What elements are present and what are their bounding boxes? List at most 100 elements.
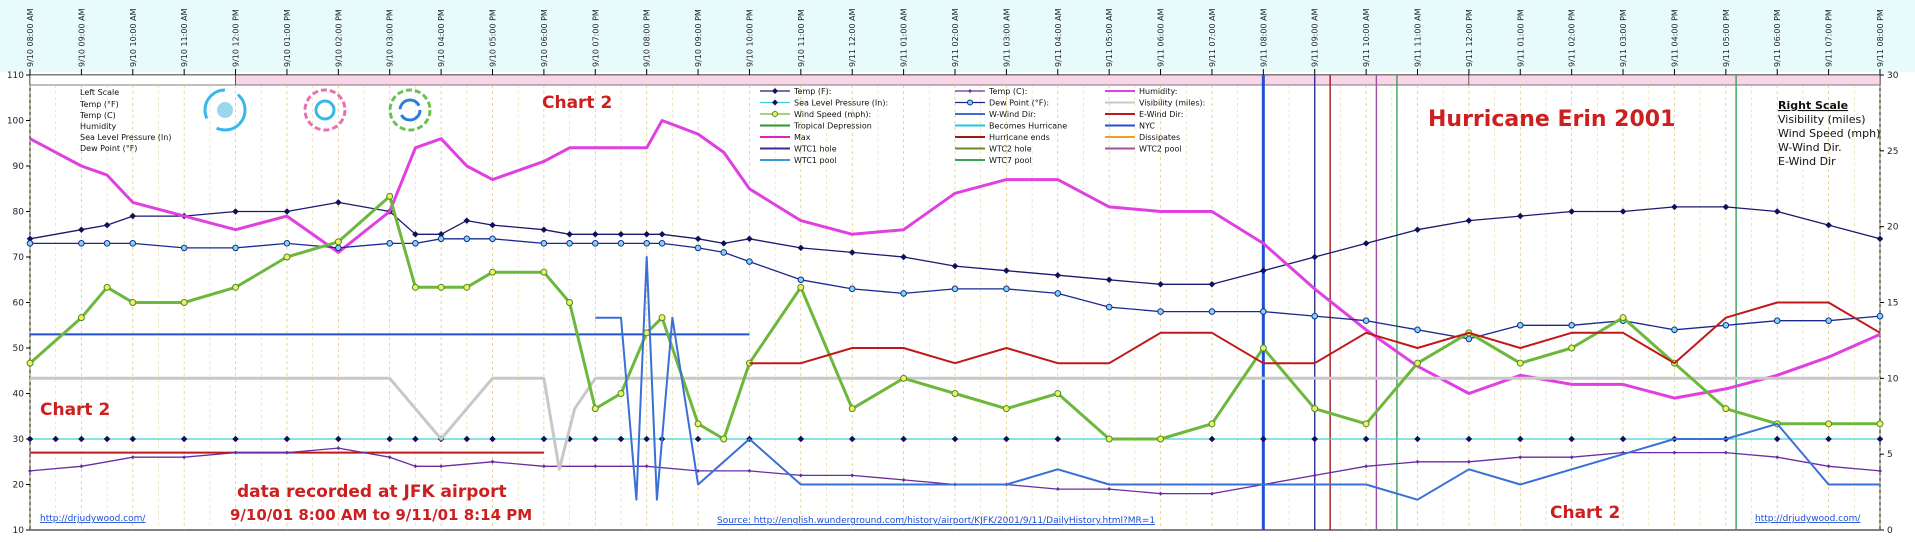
author-link-left[interactable]: http://drjudywood.com/ [40,514,146,524]
data-point [103,283,111,291]
data-point [1003,285,1010,293]
x-tick-label: 9/10 05:00 PM [489,9,498,67]
data-point [540,240,548,247]
legend-label: WTC2 hole [989,145,1032,154]
data-point [1723,450,1728,455]
x-tick-label: 9/11 07:00 AM [1208,8,1217,67]
data-point [900,253,907,261]
data-point [1362,317,1370,325]
y-tick-label-right: 20 [1887,223,1899,233]
data-point [489,221,496,229]
data-point [848,249,856,256]
x-tick-label: 9/10 08:00 PM [643,9,652,67]
data-point [1208,308,1216,315]
x-tick-label: 9/11 12:00 PM [1465,9,1474,67]
legend-label: Humidity: [1139,87,1177,96]
right-scale-box: Right Scale Visibility (miles) Wind Spee… [1778,99,1880,168]
data-point [541,464,546,469]
data-point [386,192,394,200]
legend-label: Tropical Depression [793,122,872,131]
data-point [78,226,85,234]
data-point [1259,344,1267,352]
series-line [749,301,1881,365]
author-link-right[interactable]: http://drjudywood.com/ [1755,514,1861,524]
hurricane-icon [388,88,432,132]
legend-label: WTC1 hole [794,145,837,154]
note-line1: data recorded at JFK airport [237,482,507,502]
data-point [78,240,85,247]
data-point [658,240,666,247]
y-tick-label-left: 90 [13,162,25,172]
right-scale-item: Wind Speed (mph) [1778,127,1880,140]
y-tick-label-left: 20 [13,481,25,491]
hurricane-icon [203,88,247,132]
data-point [463,217,471,224]
data-point [182,455,187,460]
data-point [643,435,651,443]
data-point [412,230,419,238]
x-tick-label: 9/10 07:00 PM [591,9,600,67]
x-tick-label: 9/10 09:00 PM [694,9,703,67]
data-point [103,240,111,247]
x-tick-label: 9/11 02:00 PM [1568,9,1577,67]
data-point [848,435,856,443]
data-point [617,230,625,238]
series-line [29,194,1880,441]
data-point [848,405,856,413]
legend-marker [968,89,972,93]
data-point [1414,226,1421,234]
legend-label: NYC [1139,122,1155,131]
data-point [129,240,137,247]
data-point [720,435,728,443]
legend-label: Temp (F): [793,87,831,96]
y-tick-label-left: 30 [13,435,25,445]
data-point [283,253,291,261]
data-point [1516,321,1524,329]
y-ticks-left: 10 20 30 40 50 60 70 80 90 100 110 [7,71,30,536]
data-point [658,314,666,322]
data-point [1465,217,1473,224]
right-scale-item: W-Wind Dir. [1778,141,1842,154]
x-tick-label: 9/11 06:00 PM [1773,9,1782,67]
data-point [1003,435,1010,443]
legend-label: Max [794,133,811,142]
data-point [334,199,342,206]
data-point [28,468,32,473]
x-tick-label: 9/11 08:00 PM [1876,9,1885,67]
data-point [1259,267,1267,275]
y-tick-label-right: 30 [1887,71,1899,81]
data-point [540,435,548,443]
left-scale-item: Sea Level Pressure (In) [80,133,171,142]
data-point [79,464,84,469]
data-point [1671,203,1678,211]
data-point [951,390,959,397]
source-link[interactable]: Source: http://english.wunderground.com/… [717,516,1155,526]
data-point [951,285,959,293]
data-point [130,455,135,460]
data-point [1671,326,1678,334]
x-tick-label: 9/11 01:00 PM [1516,9,1525,67]
data-point [900,435,907,443]
left-scale-item: Dew Point (°F) [80,144,137,153]
data-point [1569,455,1574,460]
legend-label: WTC2 pool [1139,145,1182,154]
y-tick-label-right: 15 [1887,299,1898,309]
legend-label: E-Wind Dir: [1139,110,1184,119]
data-point [1876,312,1884,320]
data-point [1362,435,1370,443]
data-point [1260,308,1267,315]
data-point [1619,435,1627,443]
data-point [489,435,496,443]
data-point [26,240,34,247]
data-point [591,240,599,247]
data-point [1054,290,1062,297]
data-point [591,230,599,238]
note-line2: 9/10/01 8:00 AM to 9/11/01 8:14 PM [230,506,532,524]
data-point [617,435,625,443]
x-tick-label: 9/11 10:00 AM [1362,8,1371,67]
top-band-pink [1468,74,1881,86]
y-tick-label-left: 80 [13,208,25,218]
data-point [232,435,239,443]
